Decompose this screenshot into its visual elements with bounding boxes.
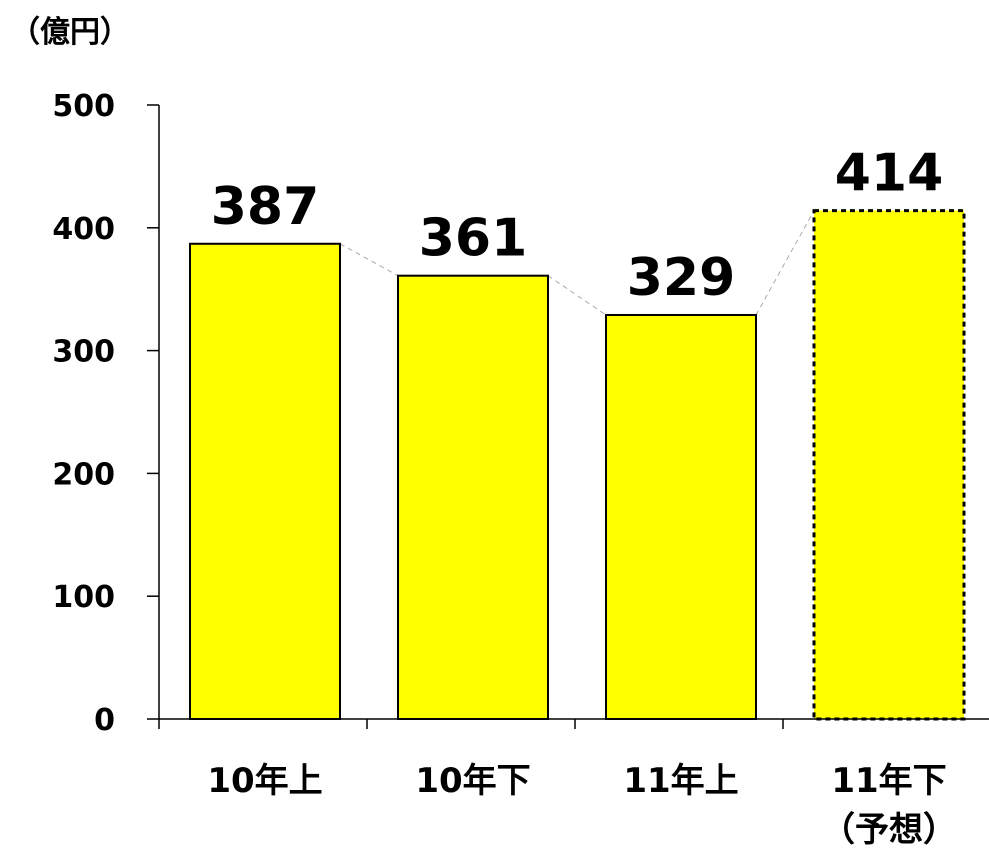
- x-ticks-group: [158, 719, 784, 729]
- y-tick-label: 100: [52, 580, 115, 615]
- data-labels-group: 387 361 329 414: [211, 144, 944, 308]
- category-labels-group: 10年上 10年下 11年上 11年下 （予想）: [207, 761, 957, 850]
- data-label: 329: [627, 248, 736, 308]
- data-label: 361: [419, 209, 528, 269]
- y-tick-label: 0: [94, 703, 115, 738]
- y-tick-label: 200: [52, 457, 115, 492]
- category-sublabel: （予想）: [821, 810, 957, 850]
- connector-lines: [339, 210, 815, 316]
- category-label: 10年上: [207, 761, 322, 801]
- bars-group: [189, 209, 966, 721]
- connector-line: [755, 210, 815, 316]
- data-label: 387: [211, 177, 320, 237]
- y-axis-unit-label: （億円）: [10, 15, 130, 50]
- category-label: 11年上: [623, 761, 738, 801]
- y-tick-label: 500: [52, 89, 115, 124]
- bar: [189, 242, 341, 720]
- category-label: 10年下: [415, 761, 530, 801]
- y-ticks-group: 0 100 200 300 400 500: [52, 89, 159, 738]
- bar-forecast: [812, 209, 966, 721]
- bar: [397, 274, 549, 720]
- data-label: 414: [835, 144, 944, 204]
- connector-line: [339, 243, 399, 277]
- y-tick-label: 300: [52, 335, 115, 370]
- y-tick-label: 400: [52, 212, 115, 247]
- category-label: 11年下: [831, 761, 946, 801]
- bar: [605, 313, 757, 720]
- axes-group: [158, 105, 989, 720]
- connector-line: [547, 275, 607, 316]
